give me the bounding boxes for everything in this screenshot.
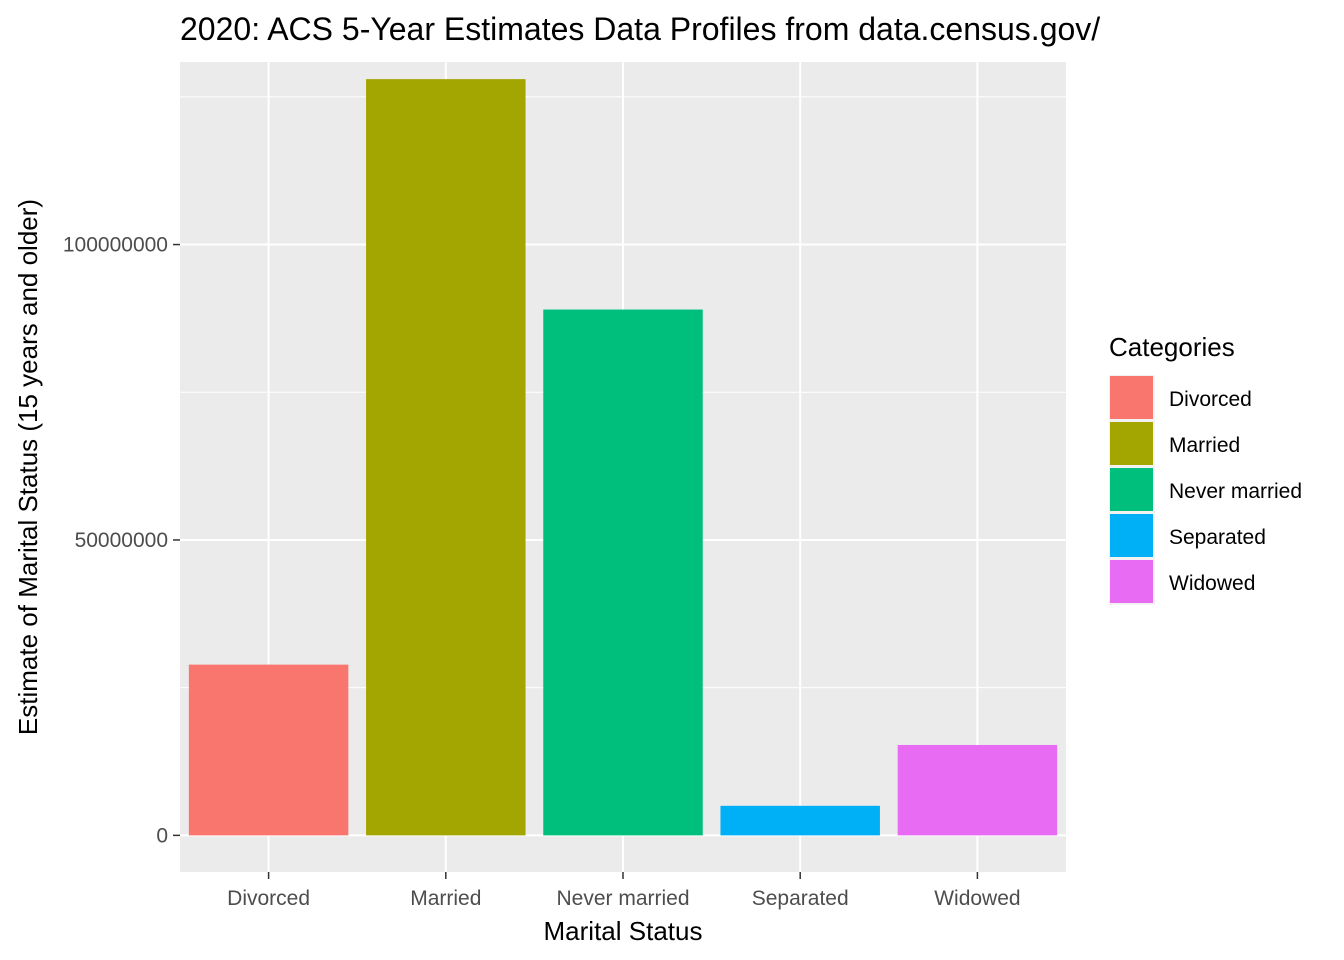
legend-swatch-widowed bbox=[1110, 560, 1153, 603]
legend-swatch-divorced bbox=[1110, 376, 1153, 419]
legend-label: Never married bbox=[1169, 480, 1302, 503]
x-tick-label: Widowed bbox=[934, 887, 1020, 910]
y-tick-label: 50000000 bbox=[75, 529, 168, 552]
bar-separated bbox=[720, 805, 880, 836]
legend-swatch-never-married bbox=[1110, 468, 1153, 511]
legend-swatch-married bbox=[1110, 422, 1153, 465]
legend-label: Separated bbox=[1169, 526, 1266, 549]
x-tick-label: Never married bbox=[556, 887, 689, 910]
bar-widowed bbox=[897, 744, 1058, 836]
bar-married bbox=[366, 79, 526, 836]
legend-label: Divorced bbox=[1169, 388, 1252, 411]
legend-swatch-separated bbox=[1110, 514, 1153, 557]
x-axis: Divorced Married Never married Separated Wid… bbox=[227, 872, 1021, 910]
legend-label: Widowed bbox=[1169, 572, 1255, 595]
bar-divorced bbox=[188, 664, 349, 836]
x-axis-title: Marital Status bbox=[544, 916, 703, 946]
legend-label: Married bbox=[1169, 434, 1240, 457]
legend: Categories Divorced Married Never married S… bbox=[1109, 332, 1302, 605]
y-tick-label: 0 bbox=[156, 824, 168, 847]
x-tick-label: Separated bbox=[752, 887, 849, 910]
x-tick-label: Married bbox=[410, 887, 481, 910]
x-tick-label: Divorced bbox=[227, 887, 310, 910]
legend-title: Categories bbox=[1109, 332, 1235, 362]
chart-title: 2020: ACS 5-Year Estimates Data Profiles… bbox=[180, 11, 1100, 47]
y-axis-title: Estimate of Marital Status (15 years and… bbox=[13, 199, 43, 735]
y-tick-label: 100000000 bbox=[63, 234, 168, 257]
bars bbox=[188, 79, 1058, 836]
bar-never-married bbox=[543, 309, 703, 836]
y-axis: 0 50000000 100000000 bbox=[63, 234, 180, 847]
